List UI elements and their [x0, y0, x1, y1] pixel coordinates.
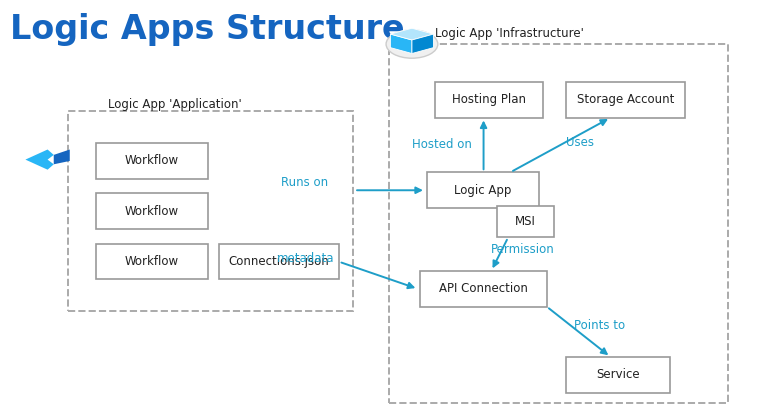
Text: Workflow: Workflow — [125, 255, 179, 268]
Text: Uses: Uses — [566, 136, 594, 149]
FancyBboxPatch shape — [96, 244, 208, 279]
Text: Logic App 'Infrastructure': Logic App 'Infrastructure' — [435, 27, 584, 40]
FancyBboxPatch shape — [497, 206, 554, 237]
Circle shape — [386, 30, 438, 58]
FancyBboxPatch shape — [96, 143, 208, 178]
FancyBboxPatch shape — [427, 172, 539, 208]
Text: API Connection: API Connection — [439, 282, 527, 295]
FancyBboxPatch shape — [566, 82, 685, 118]
Text: metadata: metadata — [277, 252, 335, 265]
Text: Logic App 'Application': Logic App 'Application' — [108, 98, 242, 111]
FancyBboxPatch shape — [420, 271, 547, 307]
Text: Logic Apps Structure: Logic Apps Structure — [10, 13, 405, 46]
Text: Connections.json: Connections.json — [229, 255, 330, 268]
Text: Storage Account: Storage Account — [577, 93, 675, 106]
Polygon shape — [390, 28, 434, 40]
Text: Logic App: Logic App — [454, 184, 512, 197]
FancyBboxPatch shape — [219, 244, 339, 279]
FancyBboxPatch shape — [96, 193, 208, 229]
Text: Points to: Points to — [574, 319, 624, 332]
Polygon shape — [25, 150, 54, 170]
Text: Runs on: Runs on — [281, 176, 328, 189]
Text: Workflow: Workflow — [125, 205, 179, 218]
Polygon shape — [54, 150, 70, 164]
Polygon shape — [412, 34, 434, 53]
Text: Permission: Permission — [491, 243, 555, 255]
Text: MSI: MSI — [515, 215, 536, 228]
Text: Hosting Plan: Hosting Plan — [452, 93, 526, 106]
FancyBboxPatch shape — [435, 82, 543, 118]
Text: Hosted on: Hosted on — [412, 139, 472, 151]
Text: Service: Service — [596, 368, 640, 381]
FancyBboxPatch shape — [566, 357, 670, 393]
Polygon shape — [390, 34, 412, 53]
Text: Workflow: Workflow — [125, 154, 179, 167]
